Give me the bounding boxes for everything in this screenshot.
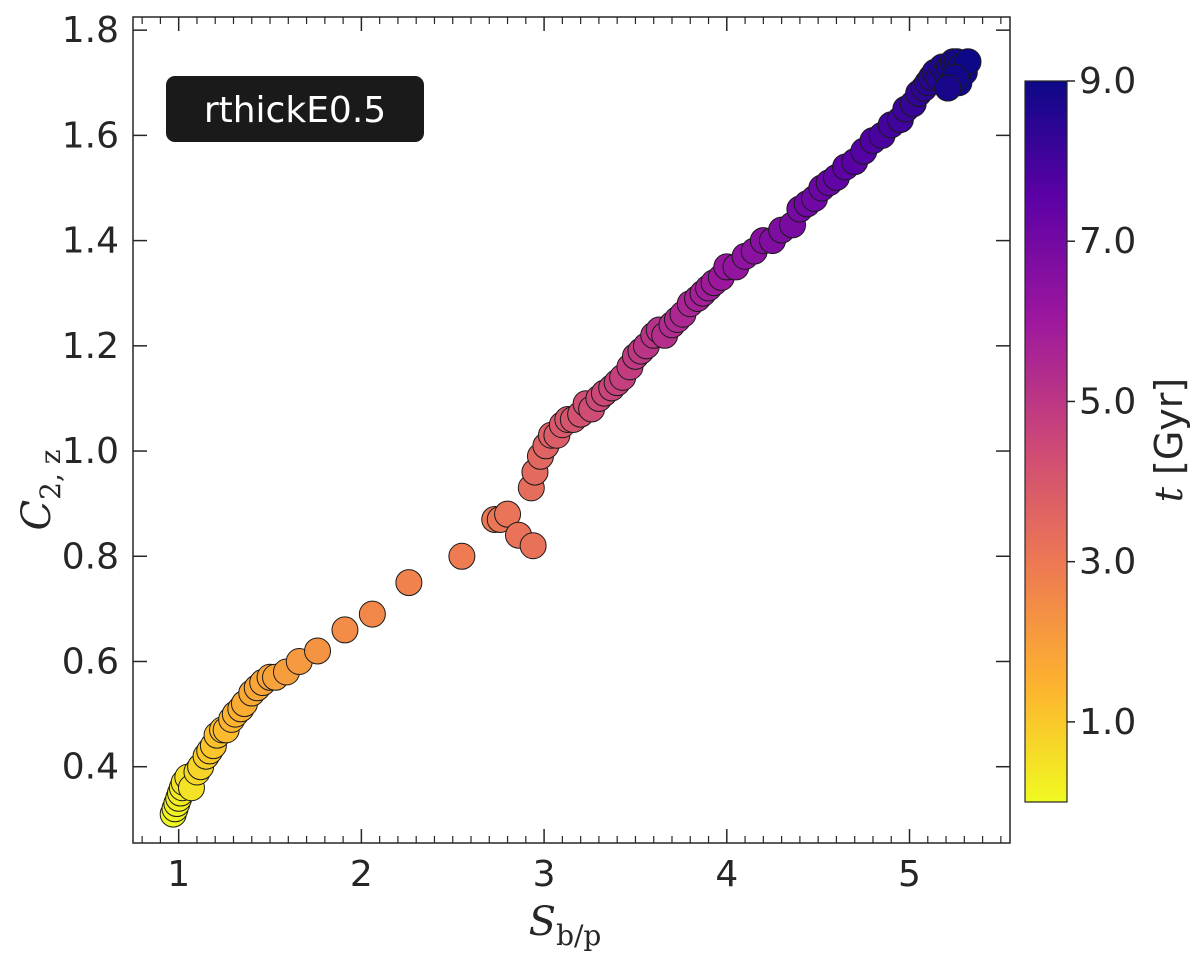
colorbar-tick-label: 9.0 (1079, 61, 1136, 102)
x-tick-label: 4 (715, 854, 738, 895)
scatter-point (494, 500, 522, 528)
y-axis-label: C2, z (14, 450, 67, 531)
axis-ticks: 1 2 3 4 5 0.4 0.6 0.8 1.0 1.2 1.4 1.6 1.8 (62, 10, 1010, 895)
colorbar-ticks: 1.0 3.0 5.0 7.0 9.0 (1067, 61, 1136, 743)
scatter-point (519, 532, 547, 560)
x-axis-label: Sb/p (529, 899, 602, 952)
annotation-background (166, 76, 424, 142)
scatter-points (159, 48, 982, 828)
scatter-point (358, 600, 386, 628)
scatter-point (395, 569, 423, 597)
x-tick-label: 1 (167, 854, 190, 895)
y-tick-label: 1.0 (62, 431, 119, 472)
colorbar-gradient (1024, 80, 1068, 803)
annotation-badge: rthickE0.5 (166, 76, 424, 142)
scatter-point (331, 616, 359, 644)
colorbar-tick-label: 7.0 (1079, 221, 1136, 262)
x-tick-label: 2 (350, 854, 373, 895)
y-tick-label: 0.6 (62, 641, 119, 682)
x-tick-label: 5 (898, 854, 921, 895)
y-tick-label: 1.2 (62, 326, 119, 367)
y-tick-label: 0.4 (62, 747, 119, 788)
plot-frame (132, 16, 1011, 844)
colorbar-label: t[Gyr] (1147, 378, 1191, 503)
y-tick-label: 1.4 (62, 221, 119, 262)
scatter-point (934, 74, 962, 102)
x-tick-label: 3 (533, 854, 556, 895)
y-tick-label: 0.8 (62, 536, 119, 577)
scatter-point (304, 637, 332, 665)
annotation-label: rthickE0.5 (204, 90, 386, 131)
colorbar-tick-label: 1.0 (1079, 702, 1136, 743)
colorbar-tick-label: 3.0 (1079, 542, 1136, 583)
scatter-point (448, 542, 476, 570)
colorbar-tick-label: 5.0 (1079, 381, 1136, 422)
colorbar: 1.0 3.0 5.0 7.0 9.0 t[Gyr] (1024, 61, 1191, 803)
y-tick-label: 1.6 (62, 115, 119, 156)
y-tick-label: 1.8 (62, 10, 119, 51)
